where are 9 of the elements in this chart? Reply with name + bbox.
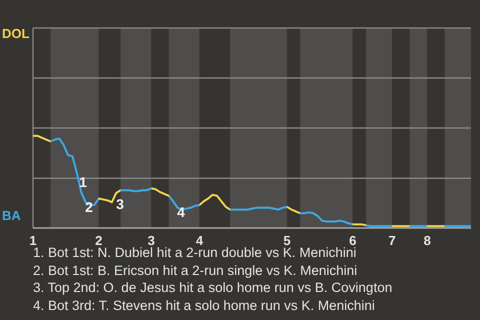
x-tick-label: 8 (424, 233, 431, 248)
annotation: 1 (78, 173, 88, 191)
annotation: 3 (115, 195, 125, 213)
text: 4. Bot 3rd: T. Stevens hit a solo home run vs K. Menichini (33, 296, 376, 314)
x-tick-label: 7 (388, 233, 396, 248)
text: 3. Top 2nd: O. de Jesus hit a solo home run vs B. Covington (33, 279, 392, 296)
text: DOL (2, 26, 30, 41)
text: BA (2, 208, 21, 223)
text: 2. Bot 1st: B. Ericson hit a 2-run single vs K. Menichini (33, 262, 358, 279)
